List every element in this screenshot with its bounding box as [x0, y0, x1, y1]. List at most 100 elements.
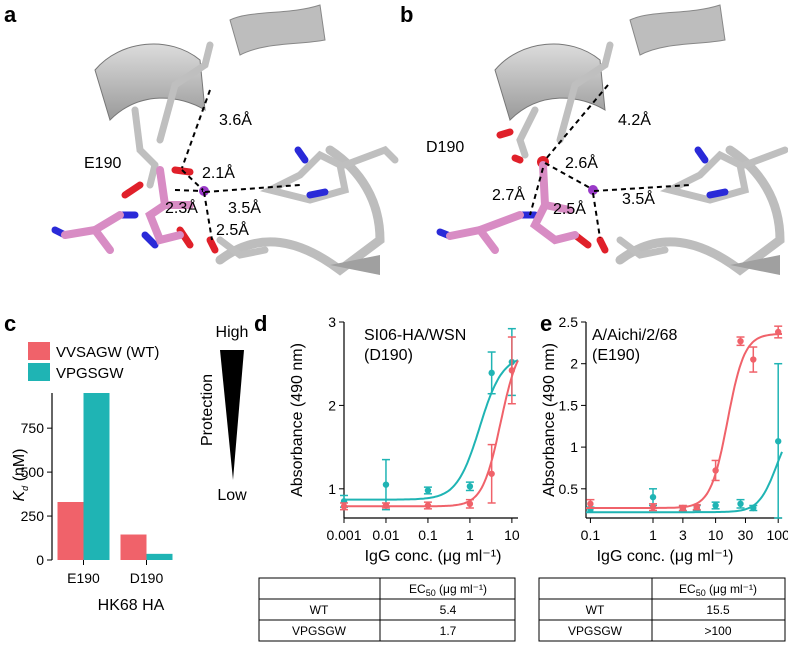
- x-tick-label-c: E190: [67, 570, 100, 586]
- data-point-wt-e: [775, 328, 782, 336]
- helix-ribbon-a-2: [229, 4, 326, 56]
- x-tick-label-d: 0.1: [418, 527, 438, 543]
- protection-scale: High Low Protection: [199, 324, 248, 504]
- data-point-wt-e: [712, 467, 719, 474]
- protection-low-label: Low: [217, 487, 247, 504]
- data-point-wt-e: [750, 356, 757, 363]
- data-point-wt-d: [466, 500, 474, 508]
- x-tick-label-d: 0.01: [372, 527, 399, 543]
- x-axis-label-c: HK68 HA: [98, 597, 165, 614]
- distance-label-b-4: 2.5Å: [553, 199, 586, 218]
- fit-curve-vpgsgw-e: [586, 451, 783, 514]
- panel-e-letter: e: [540, 311, 552, 336]
- table-d-row-1-label: WT: [310, 603, 329, 617]
- data-point-wt-e: [693, 503, 700, 511]
- helix-ribbon-b: [494, 43, 606, 121]
- data-point-vpgsgw-e: [750, 504, 757, 512]
- ligand-sticks-b: [446, 161, 579, 254]
- ec50-table-e: [538, 577, 786, 642]
- table-d-header: EC50 (μg ml⁻¹): [409, 582, 487, 598]
- data-point-vpgsgw-e: [737, 500, 744, 508]
- data-point-wt-e: [737, 337, 744, 345]
- x-axis-label-d: IgG conc. (μg ml⁻¹): [365, 548, 502, 565]
- table-e-row-1-value: 15.5: [706, 603, 730, 617]
- bar-chart-c: 0 250 500 750 E190 D190: [21, 393, 173, 586]
- y-axis-label-c: Kd (nM): [11, 448, 30, 501]
- data-point-wt-d: [340, 503, 348, 510]
- y-tick-label-e: 1.5: [559, 397, 579, 413]
- x-tick-label-e: 100: [767, 527, 788, 543]
- table-d-row-1-value: 5.4: [440, 603, 457, 617]
- helix-ribbon-a: [94, 43, 206, 121]
- table-e-header: EC50 (μg ml⁻¹): [679, 582, 757, 598]
- data-point-wt-e: [587, 500, 594, 508]
- data-point-vpgsgw-d: [382, 481, 390, 488]
- legend-swatch-vpgsgw: [28, 363, 50, 381]
- hbond-lines-a: [174, 89, 301, 241]
- x-tick-label-e: 0.1: [581, 527, 601, 543]
- annotation-d-line2: (D190): [364, 347, 413, 364]
- table-e-row-2-label: VPGSGW: [568, 624, 623, 638]
- bar-wt-d190: [120, 534, 147, 560]
- strand-a: [330, 255, 380, 275]
- distance-label-b-5: 3.5Å: [622, 189, 655, 208]
- annotation-e-line2: (E190): [592, 347, 640, 364]
- data-point-wt-d: [424, 502, 432, 509]
- panel-c-letter: c: [4, 311, 16, 336]
- x-tick-label-d: 0.001: [326, 527, 361, 543]
- distance-label-a-2: 2.1Å: [202, 163, 235, 182]
- y-tick-label-d: 3: [328, 314, 336, 330]
- x-axis-label-e: IgG conc. (μg ml⁻¹): [597, 548, 734, 565]
- y-tick-label-c: 500: [21, 464, 45, 480]
- bar-wt-e190: [57, 501, 84, 560]
- legend-swatch-wt: [28, 342, 50, 360]
- panel-b-structure: b: [400, 2, 788, 276]
- y-tick-label-e: 1: [570, 439, 578, 455]
- x-tick-label-d: 10: [504, 527, 520, 543]
- data-point-vpgsgw-e: [649, 493, 657, 501]
- bar-vpgsgw-e190: [83, 393, 110, 560]
- y-tick-label-c: 250: [21, 508, 45, 524]
- gray-sticks-b: [516, 41, 788, 259]
- distance-label-b-3: 2.7Å: [492, 185, 525, 204]
- water-molecule-b: [588, 185, 598, 195]
- loop-ribbon-a: [215, 145, 385, 276]
- data-point-vpgsgw-d: [488, 369, 495, 377]
- loop-ribbon-b: [615, 145, 785, 276]
- nitrogen-atoms-a: [51, 146, 329, 249]
- water-molecule-a: [199, 186, 209, 196]
- y-tick-label-d: 1: [328, 481, 336, 497]
- panel-a-structure: a: [4, 2, 399, 276]
- distance-label-a-5: 2.5Å: [216, 220, 249, 239]
- table-e-row-1-label: WT: [586, 603, 605, 617]
- x-tick-label-d: 1: [466, 527, 474, 543]
- distance-label-a-4: 3.5Å: [228, 198, 261, 217]
- y-axis-label-e: Absorbance (490 nm): [541, 343, 558, 497]
- residue-label-a: E190: [84, 155, 121, 172]
- panel-e: e 0.5 1 1.5 2 2.5 0.1 1 3 10 30 100 A/Aichi/2/68 (…: [540, 311, 788, 565]
- legend-label-vpgsgw: VPGSGW: [56, 365, 124, 382]
- y-tick-label-e: 0.5: [559, 481, 579, 497]
- protection-wedge: [220, 350, 244, 480]
- distance-label-a-3: 2.3Å: [165, 198, 198, 217]
- bar-vpgsgw-d190: [146, 553, 173, 560]
- data-point-wt-d: [508, 367, 516, 374]
- data-point-vpgsgw-d: [466, 483, 474, 490]
- table-d-row-2-label: VPGSGW: [292, 624, 347, 638]
- data-point-wt-d: [488, 470, 495, 477]
- y-tick-label-e: 2.5: [559, 314, 579, 330]
- ec50-table-d: [258, 577, 516, 642]
- y-axis-label-d: Absorbance (490 nm): [289, 343, 306, 497]
- panel-b-letter: b: [400, 2, 413, 27]
- annotation-e-line1: A/Aichi/2/68: [592, 327, 677, 344]
- data-point-wt-d: [382, 502, 390, 509]
- panel-d-letter: d: [254, 311, 267, 336]
- annotation-d-line1: SI06-HA/WSN: [364, 327, 466, 344]
- distance-label-a-1: 3.6Å: [219, 110, 252, 129]
- legend-label-wt: VVSAGW (WT): [56, 344, 159, 361]
- panel-a-letter: a: [4, 2, 17, 27]
- gray-sticks-a: [131, 41, 399, 259]
